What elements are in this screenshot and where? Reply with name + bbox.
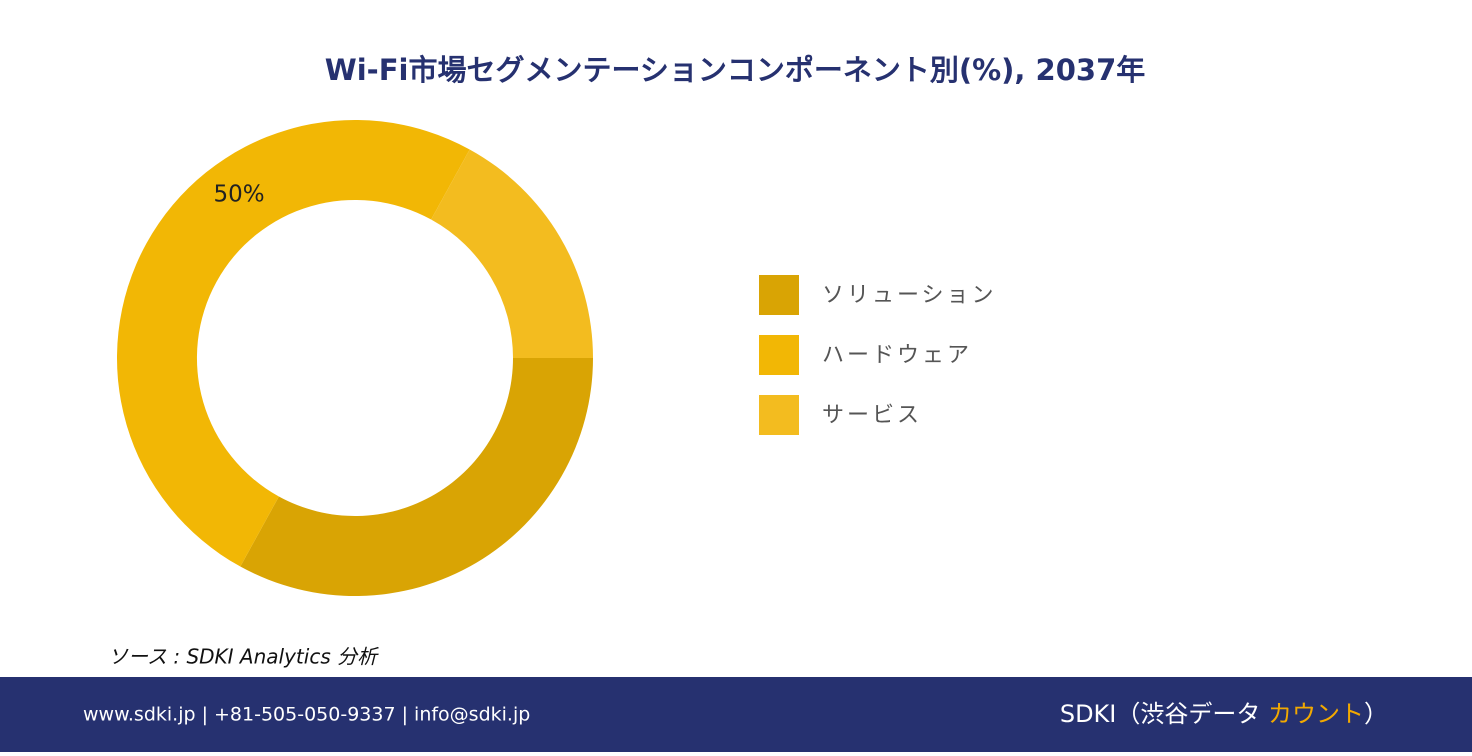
data-label: 50% [214,182,265,208]
brand-text: ） [1364,700,1388,728]
donut: 50% [117,119,593,596]
donut-segment [431,149,593,358]
footer-contact: www.sdki.jp | +81-505-050-9337 | info@sd… [83,704,530,726]
legend-label: ソリューション [822,283,997,308]
legend-label: サービス [822,403,922,428]
donut-segment [117,119,470,567]
legend-swatch [759,335,799,375]
legend-label: ハードウェア [822,343,972,368]
legend-swatch [759,275,799,315]
footer-band [0,677,1472,752]
chart-title: Wi-Fi市場セグメンテーションコンポーネント別(%), 2037年 [325,53,1146,87]
source: ソース : SDKI Analytics 分析 [108,645,379,669]
footer-brand: SDKI（渋谷データ カウント） [1060,700,1388,728]
brand-text: SDKI（渋谷データ [1060,700,1268,728]
brand-highlight: カウント [1268,700,1364,728]
legend-swatch [759,395,799,435]
donut-segment [240,358,593,596]
